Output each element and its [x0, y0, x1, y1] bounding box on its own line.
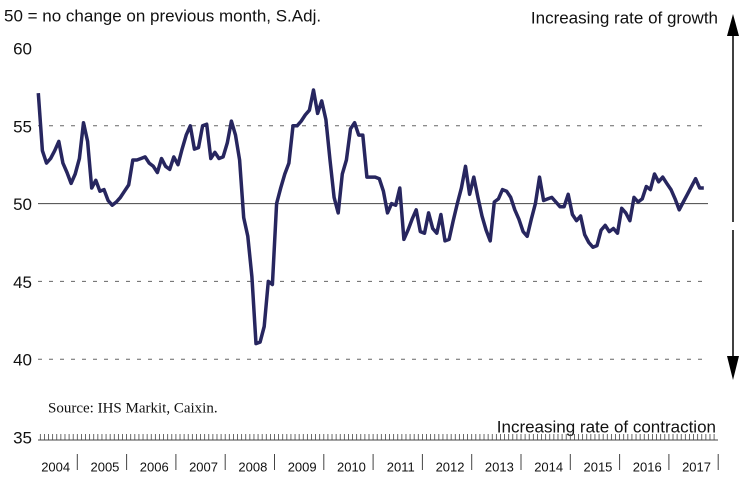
y-tick-label: 45: [13, 273, 32, 292]
y-tick-label: 50: [13, 195, 32, 214]
subtitle: 50 = no change on previous month, S.Adj.: [4, 6, 321, 25]
x-tick-label: 2007: [189, 459, 218, 474]
x-tick-label: 2015: [583, 459, 612, 474]
x-tick-label: 2011: [387, 459, 415, 474]
y-tick-label: 60: [13, 39, 32, 58]
y-tick-label: 55: [13, 117, 32, 136]
x-tick-label: 2009: [288, 459, 317, 474]
y-tick-label: 35: [13, 428, 32, 447]
x-tick-label: 2010: [337, 459, 366, 474]
source: Source: IHS Markit, Caixin.: [48, 400, 218, 416]
x-tick-label: 2016: [633, 459, 662, 474]
arrow-head: [727, 356, 739, 380]
x-tick-label: 2014: [534, 459, 563, 474]
x-tick-label: 2006: [140, 459, 169, 474]
data-line: [36, 88, 704, 346]
x-tick-label: 2013: [485, 459, 514, 474]
x-tick-label: 2008: [238, 459, 267, 474]
arrow-head: [727, 14, 739, 36]
annotation: Increasing rate of contraction: [497, 417, 716, 436]
x-tick-label: 2012: [436, 459, 465, 474]
x-tick-label: 2017: [682, 459, 711, 474]
y-tick-label: 40: [13, 351, 32, 370]
annotation: Increasing rate of growth: [531, 8, 718, 27]
x-tick-label: 2004: [41, 459, 70, 474]
x-tick-label: 2005: [90, 459, 119, 474]
